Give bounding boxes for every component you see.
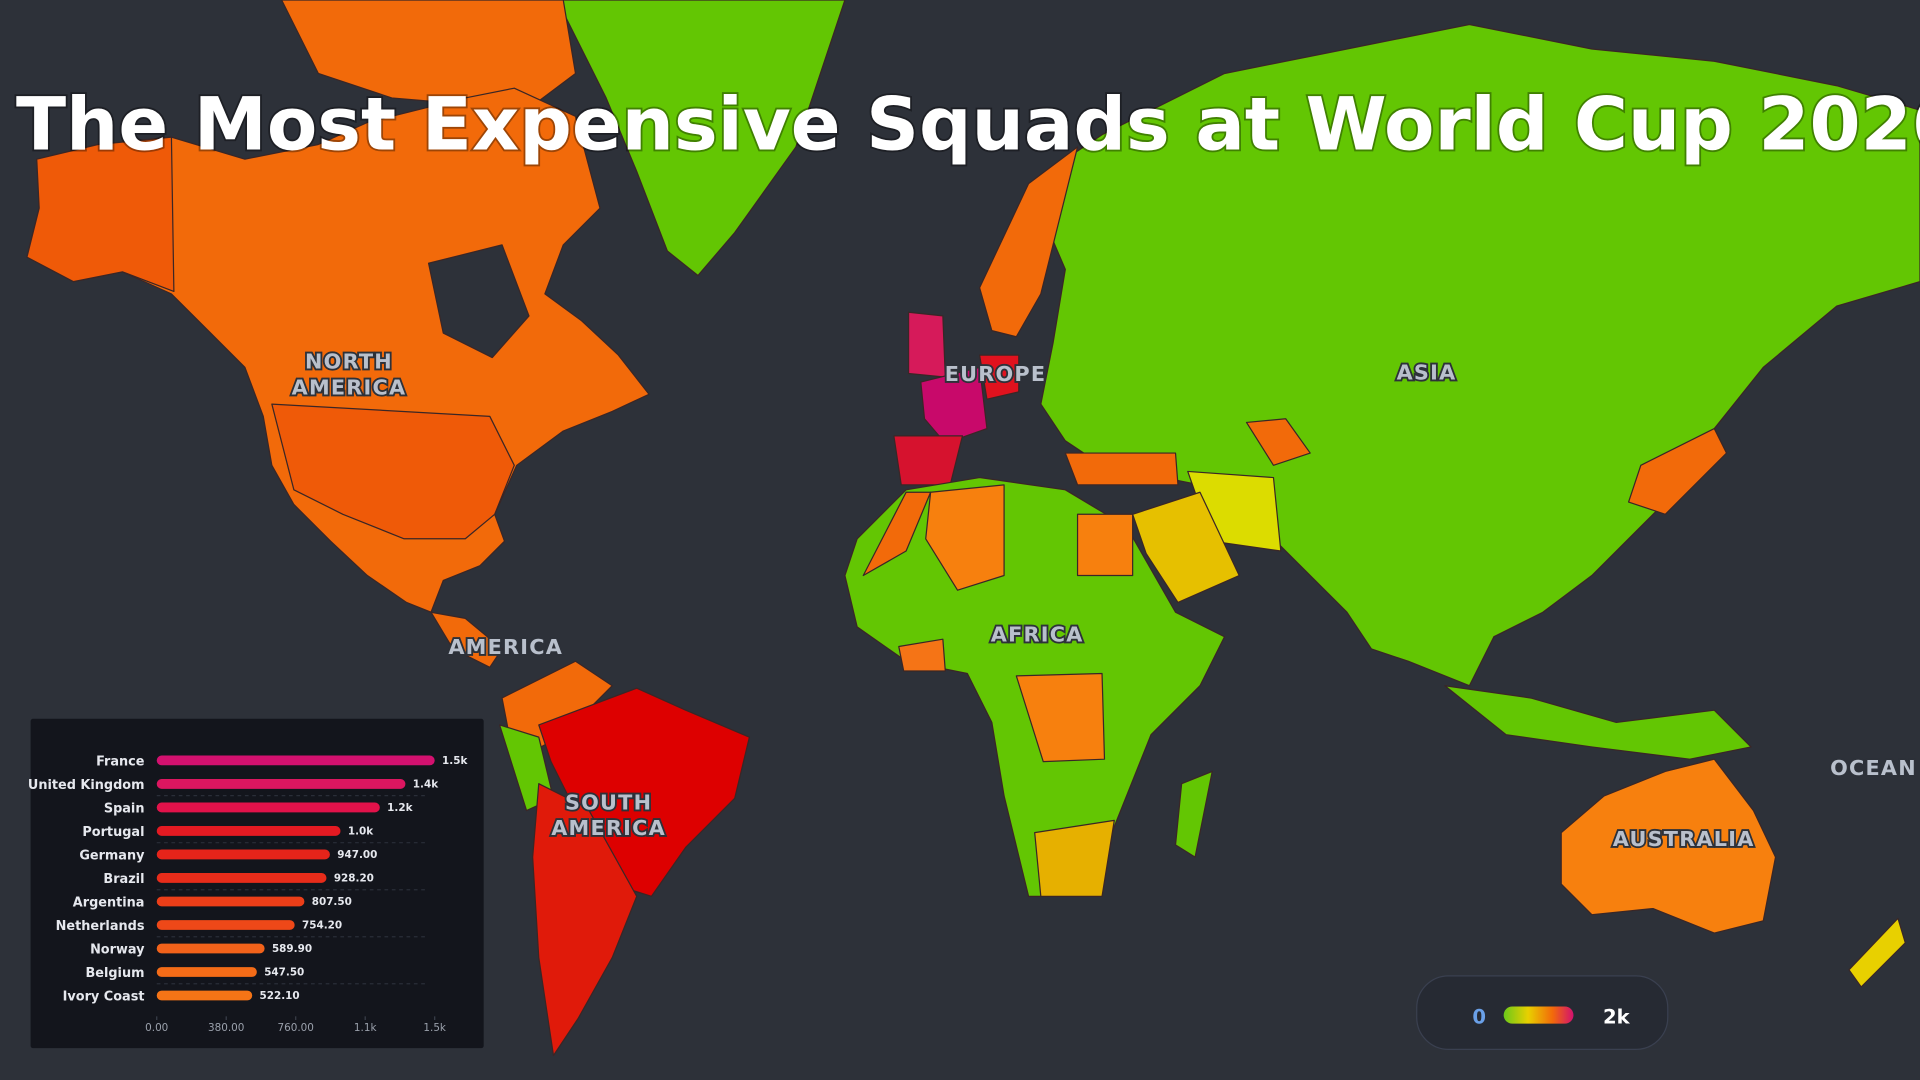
- y-tick-label: Argentina: [73, 895, 145, 910]
- value-label: 928.20: [334, 873, 374, 885]
- bar: [156, 873, 327, 883]
- value-label: 1.4k: [413, 779, 439, 791]
- value-label: 589.90: [272, 943, 312, 955]
- continent-label: AMERICA: [292, 375, 407, 399]
- bar: [156, 826, 341, 836]
- y-tick-label: Brazil: [103, 872, 144, 887]
- value-label: 807.50: [312, 896, 352, 908]
- bar: [156, 802, 380, 813]
- value-label: 1.0k: [348, 826, 374, 838]
- bar: [156, 990, 253, 1001]
- bar: [156, 943, 265, 954]
- value-label: 1.5k: [442, 755, 468, 767]
- y-tick-label: United Kingdom: [28, 778, 145, 793]
- bar: [156, 920, 295, 930]
- legend-gradient: [1503, 1006, 1574, 1024]
- continent-label: OCEAN: [1830, 756, 1917, 780]
- continent-label: NORTH: [305, 350, 393, 374]
- y-tick-label: Ivory Coast: [63, 989, 145, 1004]
- x-tick-label: 760.00: [278, 1022, 314, 1034]
- legend-max: 2k: [1603, 1006, 1631, 1029]
- bar: [156, 967, 257, 977]
- x-tick-label: 1.1k: [354, 1022, 377, 1034]
- y-tick-label: France: [96, 754, 145, 769]
- value-label: 947.00: [337, 849, 377, 861]
- y-tick-label: Spain: [104, 801, 145, 816]
- value-label: 522.10: [260, 990, 300, 1002]
- bar: [156, 755, 435, 766]
- value-label: 1.2k: [387, 802, 413, 814]
- value-label: 547.50: [264, 967, 304, 979]
- bar-chart: 0.00 380.00 760.00 1.1k 1.5k France 1.5k United…: [28, 754, 469, 1034]
- y-tick-label: Belgium: [85, 966, 144, 981]
- bar: [156, 779, 406, 789]
- x-tick-label: 1.5k: [423, 1022, 446, 1034]
- continent-label: ASIA: [1397, 361, 1457, 385]
- legend-min: 0: [1472, 1006, 1486, 1029]
- x-tick-label: 0.00: [145, 1022, 168, 1034]
- continent-label: AUSTRALIA: [1613, 827, 1755, 851]
- bar: [156, 896, 305, 907]
- title: The Most Expensive Squads at World Cup 2…: [16, 82, 1920, 167]
- continent-label: EUROPE: [945, 362, 1047, 386]
- y-tick-label: Norway: [90, 942, 145, 957]
- x-tick-label: 380.00: [208, 1022, 244, 1034]
- y-tick-label: Germany: [79, 848, 145, 863]
- continent-label: AFRICA: [991, 623, 1084, 647]
- continent-label: SOUTH: [565, 790, 652, 814]
- world-map: [26, 0, 1920, 1057]
- chart-panel: [30, 718, 484, 1049]
- continent-label: AMERICA: [448, 635, 563, 659]
- value-label: 754.20: [302, 920, 342, 932]
- bar: [156, 849, 330, 860]
- continent-label: AMERICA: [551, 816, 666, 840]
- y-tick-label: Netherlands: [56, 919, 145, 934]
- y-tick-label: Portugal: [82, 825, 144, 840]
